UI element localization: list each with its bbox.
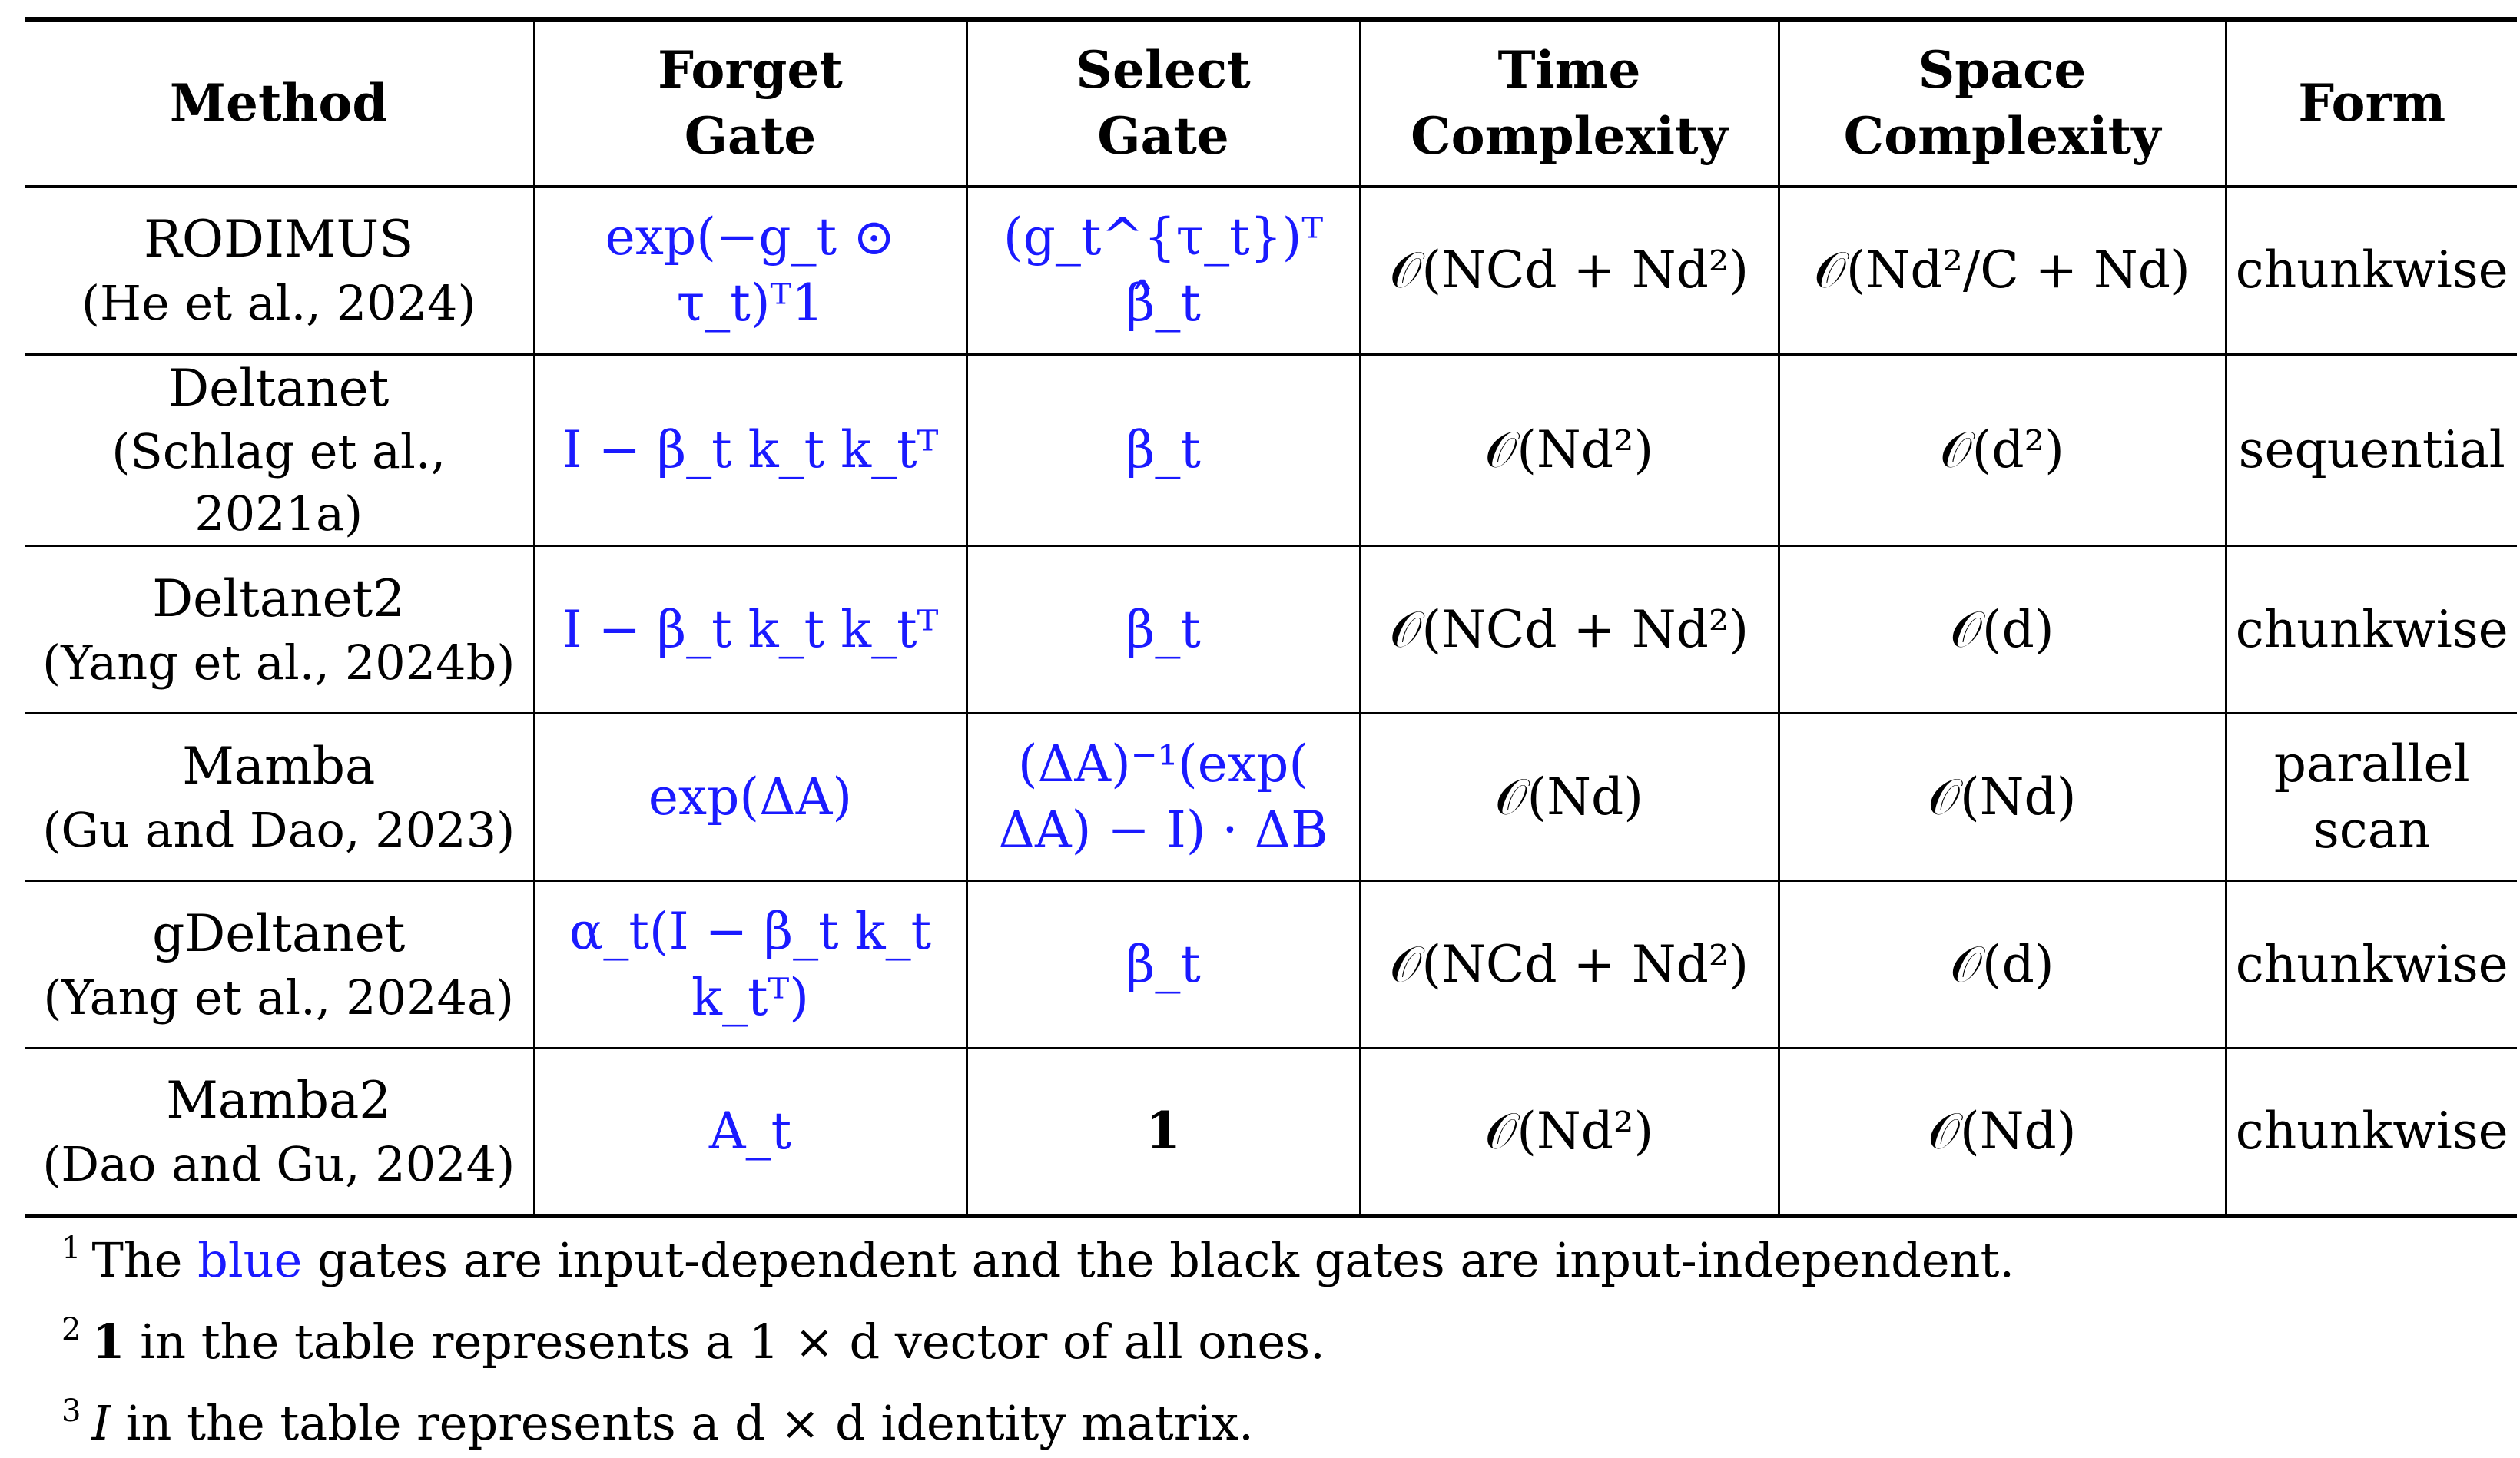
- table-row: gDeltanet (Yang et al., 2024a) α_t(I − β…: [25, 880, 2517, 1050]
- method-name: Deltanet: [168, 358, 390, 418]
- method-cell: Mamba2 (Dao and Gu, 2024): [25, 1048, 534, 1218]
- method-name: gDeltanet: [152, 903, 406, 963]
- method-cell: Deltanet2 (Yang et al., 2024b): [25, 545, 534, 715]
- table-row: Deltanet2 (Yang et al., 2024b) I − β_t k…: [25, 545, 2517, 715]
- method-name: Deltanet2: [152, 568, 406, 628]
- method-citation: (Gu and Dao, 2023): [42, 801, 516, 858]
- time-complexity-cell: 𝒪(Nd): [1358, 713, 1779, 883]
- method-cell: RODIMUS (He et al., 2024): [25, 187, 534, 356]
- method-name: Mamba2: [166, 1071, 392, 1131]
- form-cell: parallel scan: [2224, 713, 2517, 883]
- select-gate-cell: (ΔA)⁻¹(exp( ΔA) − I) · ΔB: [965, 713, 1360, 883]
- header-form: Form: [2224, 17, 2517, 188]
- header-forget-gate: Forget Gate: [532, 17, 967, 188]
- method-citation: (Yang et al., 2024a): [43, 969, 515, 1026]
- time-complexity-cell: 𝒪(Nd²): [1358, 354, 1779, 548]
- method-cell: gDeltanet (Yang et al., 2024a): [25, 880, 534, 1050]
- forget-gate-cell: I − β_t k_t k_tᵀ: [532, 545, 967, 715]
- blue-word: blue: [197, 1232, 303, 1288]
- header-space-complexity: Space Complexity: [1777, 17, 2226, 188]
- method-cell: Mamba (Gu and Dao, 2023): [25, 713, 534, 883]
- table-row: Mamba2 (Dao and Gu, 2024) A_t 1 𝒪(Nd²) 𝒪…: [25, 1048, 2517, 1218]
- space-complexity-cell: 𝒪(d²): [1777, 354, 2226, 548]
- table-row: RODIMUS (He et al., 2024) exp(−g_t ⊙ τ_t…: [25, 187, 2517, 356]
- table-row: Mamba (Gu and Dao, 2023) exp(ΔA) (ΔA)⁻¹(…: [25, 713, 2517, 883]
- footnote-1: 1 The blue gates are input-dependent and …: [61, 1231, 2015, 1288]
- forget-gate-cell: exp(ΔA): [532, 713, 967, 883]
- space-complexity-cell: 𝒪(d): [1777, 545, 2226, 715]
- form-cell: chunkwise: [2224, 1048, 2517, 1218]
- forget-gate-cell: exp(−g_t ⊙ τ_t)ᵀ1: [532, 187, 967, 356]
- select-gate-cell: 1: [965, 1048, 1360, 1218]
- select-gate-cell: β_t: [965, 545, 1360, 715]
- select-gate-cell: β_t: [965, 880, 1360, 1050]
- forget-gate-cell: α_t(I − β_t k_t k_tᵀ): [532, 880, 967, 1050]
- gate-comparison-table: Method Forget Gate Select Gate Time Comp…: [25, 17, 2517, 1218]
- time-complexity-cell: 𝒪(NCd + Nd²): [1358, 545, 1779, 715]
- method-citation: (He et al., 2024): [81, 274, 476, 331]
- method-citation: (Schlag et al., 2021a): [111, 423, 446, 542]
- method-citation: (Yang et al., 2024b): [42, 634, 516, 691]
- table-row: Deltanet (Schlag et al., 2021a) I − β_t …: [25, 354, 2517, 548]
- header-method: Method: [25, 17, 534, 188]
- select-gate-cell: β_t: [965, 354, 1360, 548]
- form-cell: chunkwise: [2224, 545, 2517, 715]
- header-select-gate: Select Gate: [965, 17, 1360, 188]
- method-name: Mamba: [182, 736, 376, 796]
- time-complexity-cell: 𝒪(Nd²): [1358, 1048, 1779, 1218]
- space-complexity-cell: 𝒪(Nd): [1777, 1048, 2226, 1218]
- header-time-complexity: Time Complexity: [1358, 17, 1779, 188]
- table-header-row: Method Forget Gate Select Gate Time Comp…: [25, 17, 2517, 188]
- space-complexity-cell: 𝒪(Nd): [1777, 713, 2226, 883]
- space-complexity-cell: 𝒪(d): [1777, 880, 2226, 1050]
- method-citation: (Dao and Gu, 2024): [42, 1135, 516, 1192]
- space-complexity-cell: 𝒪(Nd²/C + Nd): [1777, 187, 2226, 356]
- method-cell: Deltanet (Schlag et al., 2021a): [25, 354, 534, 548]
- form-cell: chunkwise: [2224, 187, 2517, 356]
- form-cell: chunkwise: [2224, 880, 2517, 1050]
- time-complexity-cell: 𝒪(NCd + Nd²): [1358, 187, 1779, 356]
- table-footnotes: 1 The blue gates are input-dependent and …: [61, 1214, 2443, 1458]
- method-name: RODIMUS: [144, 210, 414, 270]
- forget-gate-cell: A_t: [532, 1048, 967, 1218]
- select-gate-cell: (g_t^{τ_t})ᵀ β̂_t: [965, 187, 1360, 356]
- form-cell: sequential: [2224, 354, 2517, 548]
- forget-gate-cell: I − β_t k_t k_tᵀ: [532, 354, 967, 548]
- comparison-table-container: Method Forget Gate Select Gate Time Comp…: [25, 17, 2517, 1218]
- time-complexity-cell: 𝒪(NCd + Nd²): [1358, 880, 1779, 1050]
